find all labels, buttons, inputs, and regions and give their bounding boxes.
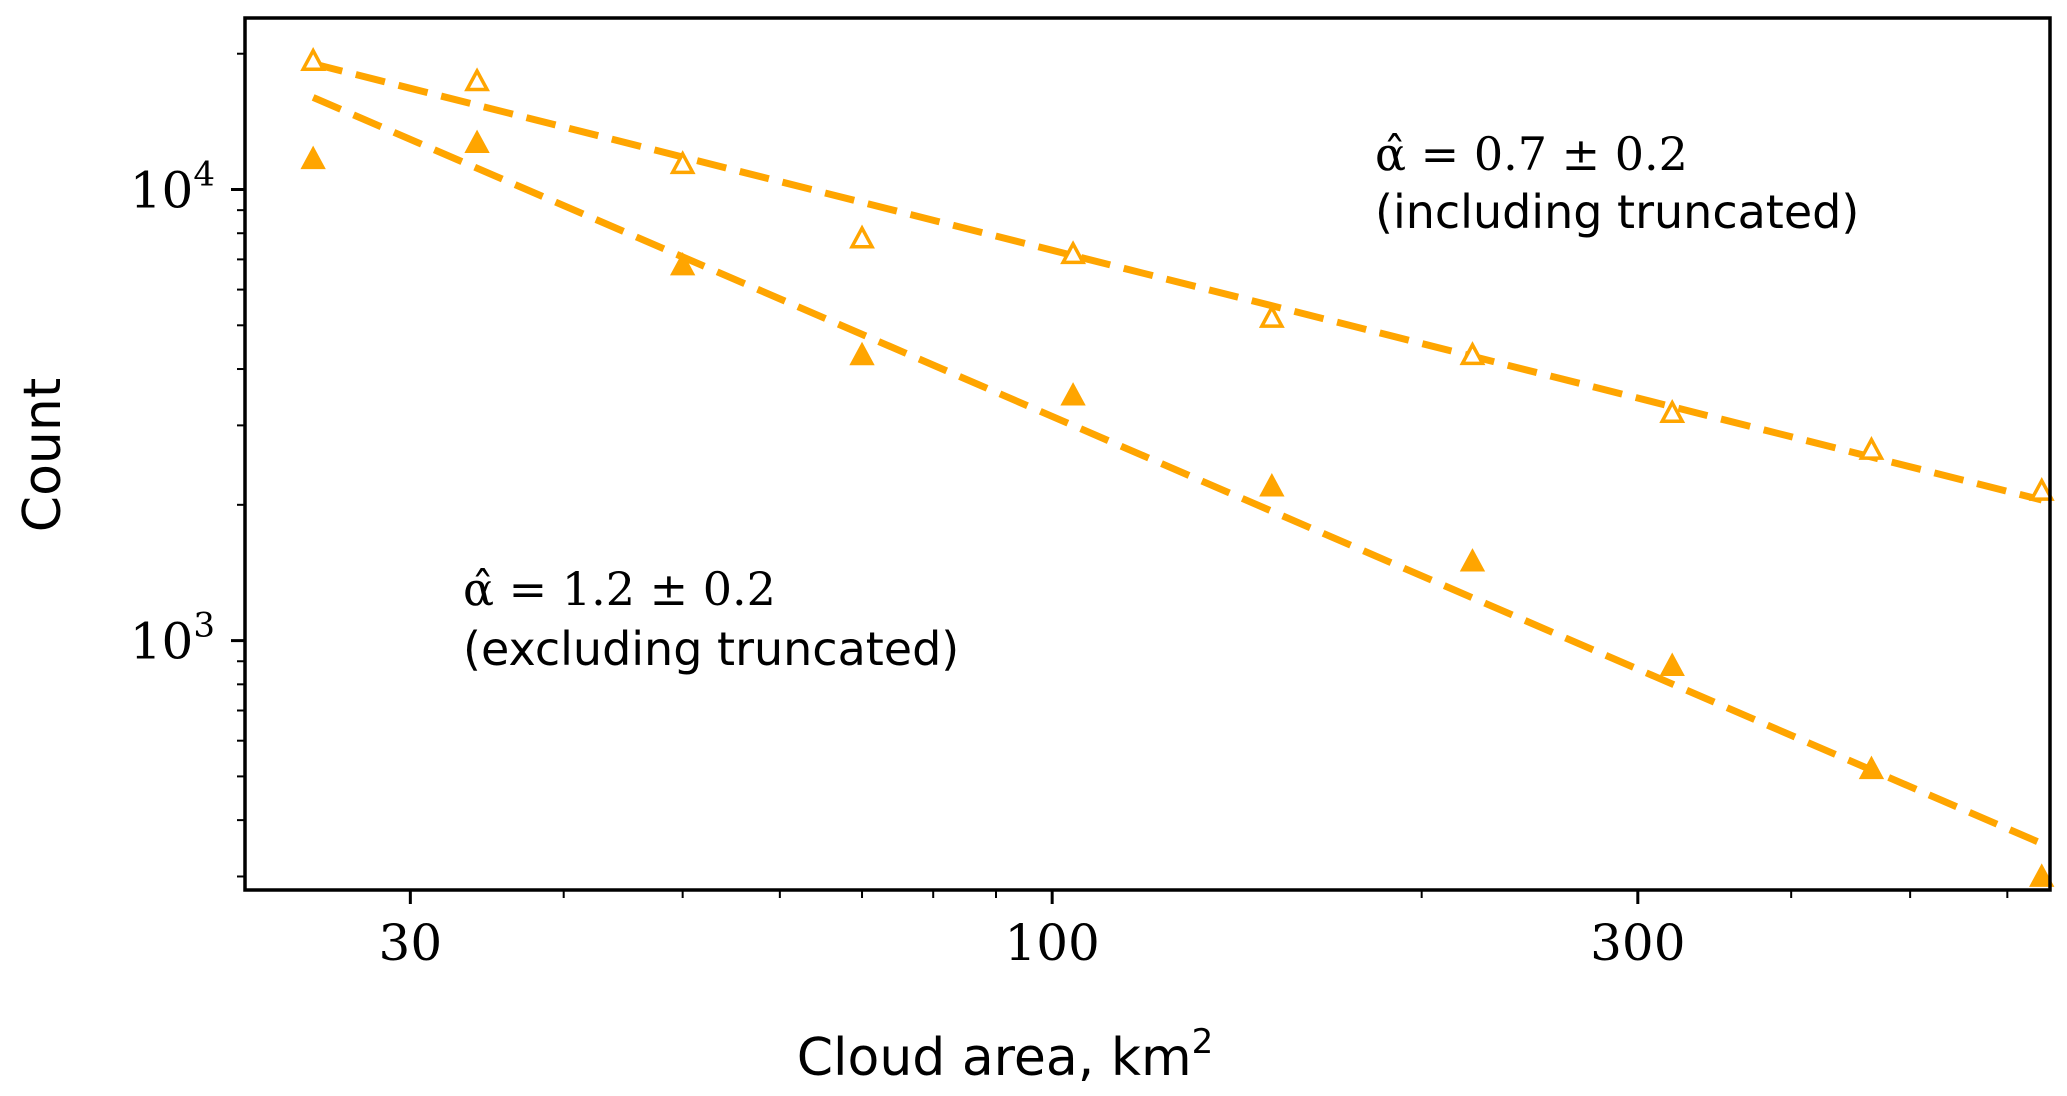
filled-triangle-marker [1459, 548, 1486, 572]
x-axis-label-text: Cloud area, km [797, 1028, 1192, 1088]
open-triangle-marker [1659, 399, 1686, 423]
fit-line-1 [312, 60, 2043, 504]
filled-triangle-marker [1858, 755, 1885, 780]
open-triangle-marker [2028, 476, 2055, 501]
open-triangle-marker [1060, 240, 1087, 265]
filled-triangle-marker [849, 341, 875, 366]
y-axis-label: Count [13, 378, 73, 532]
open-triangle-marker [300, 47, 327, 71]
open-triangle-marker [1858, 436, 1885, 460]
annotation-upper-math: α̂ = 0.7 ± 0.2 [1375, 127, 1688, 181]
y-tick-label-base: 10 [130, 162, 194, 220]
data-markers [300, 47, 2055, 887]
fit-line-2 [311, 94, 2044, 847]
filled-triangle-marker [2029, 863, 2055, 887]
x-tick-label: 300 [1590, 914, 1685, 972]
open-triangle-marker [669, 150, 696, 175]
y-tick-label-base: 10 [130, 613, 194, 671]
y-tick-label-exponent: 3 [193, 606, 215, 646]
filled-triangle-marker [464, 129, 490, 154]
filled-triangle-marker [1259, 473, 1285, 497]
filled-triangle-marker [669, 251, 696, 276]
y-tick-label: 104 [130, 155, 215, 220]
filled-triangle-marker [1659, 652, 1685, 677]
annotation-lower-text: (excluding truncated) [463, 622, 959, 676]
y-tick-label: 103 [130, 606, 215, 671]
fit-lines [311, 60, 2044, 847]
open-triangle-marker [464, 67, 490, 92]
annotation-upper-text: (including truncated) [1375, 185, 1859, 239]
filled-triangle-marker [300, 145, 326, 170]
open-triangle-marker [849, 224, 875, 249]
plot-frame [243, 16, 2052, 892]
x-axis-label-superscript: 2 [1192, 1022, 1214, 1062]
x-tick-label: 30 [379, 914, 443, 972]
filled-triangle-marker [1060, 382, 1086, 406]
open-triangle-marker [1459, 341, 1486, 366]
x-tick-label: 100 [1004, 914, 1099, 972]
x-axis-label: Cloud area, km2 [797, 1022, 1214, 1088]
open-triangle-marker [1258, 303, 1285, 328]
annotation-lower-math: α̂ = 1.2 ± 0.2 [463, 562, 776, 616]
y-tick-label-exponent: 4 [193, 155, 215, 195]
